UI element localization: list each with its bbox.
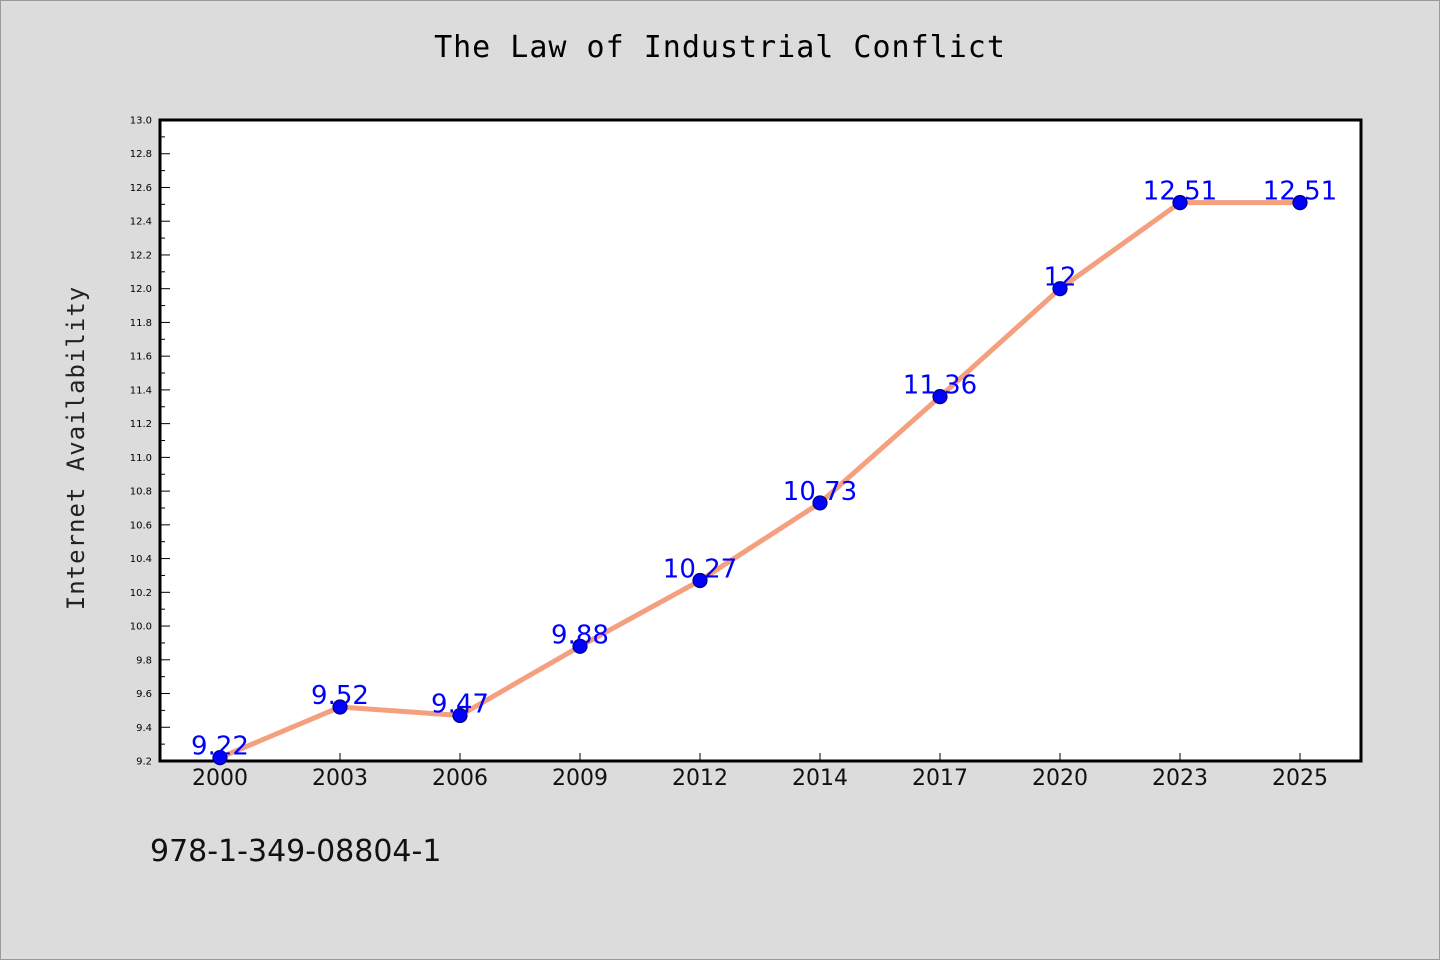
data-point [1052,281,1068,297]
x-axis-ticks: 2000 2003 2006 2009 2012 2014 2017 2020 2023 2025 [192,753,1328,791]
y-tick-label: 12.4 [130,217,152,228]
data-point [692,572,708,589]
data-label: 11.36 [903,371,977,401]
y-tick-label: 11.8 [130,318,152,329]
data-point [932,389,948,405]
data-point [812,495,828,511]
data-label: 12 [1043,263,1076,293]
data-label: 9.47 [431,689,489,719]
data-point [212,750,228,766]
y-tick-label: 9.4 [136,723,152,734]
data-label: 10.27 [663,555,737,585]
data-label: 9.88 [551,620,609,650]
x-tick-label: 2003 [312,766,368,791]
x-tick-label: 2006 [432,766,488,791]
isbn-text: 978-1-349-08804-1 [150,834,442,869]
x-tick-label: 2025 [1272,766,1328,791]
y-tick-label: 10.4 [130,554,152,565]
x-tick-label: 2000 [192,766,248,791]
y-tick-label: 10.2 [130,588,152,599]
y-tick-label: 9.6 [136,689,152,700]
chart-title: The Law of Industrial Conflict [434,30,1006,65]
data-point [332,699,348,715]
y-tick-label: 12.0 [130,284,152,295]
x-tick-label: 2020 [1032,766,1088,791]
data-point [1172,195,1188,211]
y-tick-label: 10.6 [130,520,152,531]
y-tick-label: 11.2 [130,419,152,430]
y-tick-label: 12.6 [130,183,152,194]
x-tick-label: 2009 [552,766,608,791]
series-line-group [217,200,1303,761]
y-tick-label: 10.0 [130,622,152,633]
y-tick-label: 11.0 [130,453,152,464]
data-label: 10.73 [783,477,857,507]
data-label: 9.52 [311,681,369,711]
plot-area [158,118,1363,763]
y-tick-label: 11.6 [130,352,152,363]
x-tick-label: 2023 [1152,766,1208,791]
data-point [452,707,468,724]
data-points [212,195,1308,766]
y-tick-label: 12.2 [130,250,152,261]
series-line [217,200,1303,761]
x-tick-label: 2017 [912,766,968,791]
y-axis-ticks: 9.2 9.4 9.6 9.8 10.0 10.2 10.4 10.6 10.8 11.0 11.2… [130,116,170,768]
y-tick-label: 11.4 [130,385,152,396]
y-tick-label: 9.2 [136,757,152,768]
x-tick-label: 2012 [672,766,728,791]
y-tick-label: 9.8 [136,655,152,666]
data-point [572,638,588,654]
x-tick-label: 2014 [792,766,848,791]
y-tick-label: 12.8 [130,149,152,160]
data-label: 9.22 [191,732,249,762]
data-label: 12.51 [1263,177,1337,207]
y-tick-label: 10.8 [130,487,152,498]
data-labels: 9.22 9.52 9.47 9.88 10.27 10.73 11.36 12 12.51 12… [191,177,1337,762]
y-tick-label: 13.0 [130,116,152,127]
data-label: 12.51 [1143,177,1217,207]
data-point [1292,195,1308,211]
